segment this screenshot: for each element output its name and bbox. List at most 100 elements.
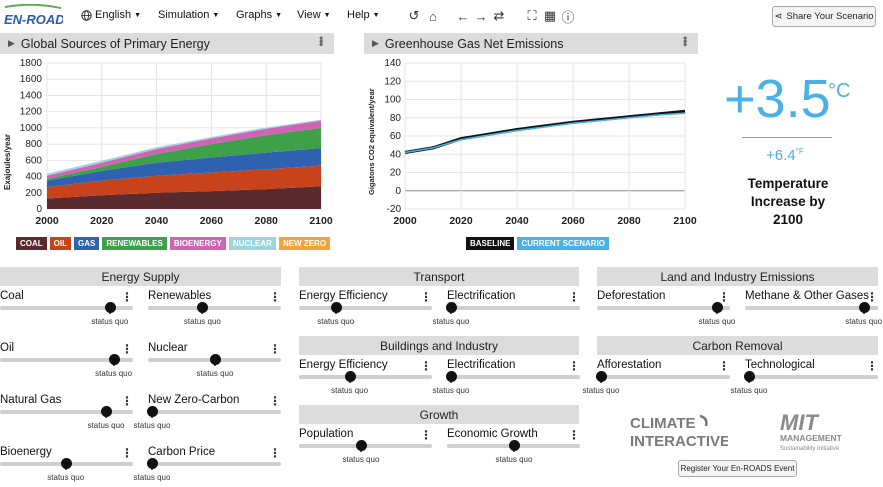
- more-options-icon[interactable]: ⋮: [121, 446, 133, 460]
- slider-energy-efficiency[interactable]: Energy Efficiency ⋮ status quo: [299, 290, 434, 332]
- slider-deforestation[interactable]: Deforestation ⋮ status quo: [597, 290, 735, 332]
- more-options-icon[interactable]: ⋮: [568, 290, 580, 304]
- slider-track[interactable]: [597, 375, 730, 379]
- slider-track[interactable]: [148, 306, 281, 310]
- more-options-icon[interactable]: ⋮: [718, 290, 730, 304]
- slider-thumb[interactable]: [330, 302, 342, 313]
- slider-thumb[interactable]: [147, 458, 158, 469]
- slider-track[interactable]: [148, 462, 281, 466]
- more-options-icon[interactable]: ⋮: [269, 342, 281, 356]
- more-options-icon[interactable]: ⋮: [420, 290, 432, 304]
- more-options-icon[interactable]: ⋮: [121, 290, 133, 304]
- slider-thumb[interactable]: [446, 371, 457, 382]
- more-options-icon[interactable]: ⋮: [269, 394, 281, 408]
- more-options-icon[interactable]: ⋮: [568, 359, 580, 373]
- climate-interactive-logo[interactable]: CLIMATE INTERACTIVE: [628, 412, 728, 452]
- slider-thumb[interactable]: [101, 406, 113, 417]
- slider-new-zero-carbon[interactable]: New Zero-Carbon ⋮ status quo: [134, 394, 283, 436]
- slider-track[interactable]: [148, 410, 281, 414]
- slider-track[interactable]: [745, 306, 878, 310]
- slider-thumb[interactable]: [210, 354, 221, 365]
- slider-track[interactable]: [299, 375, 432, 379]
- slider-thumb[interactable]: [104, 302, 116, 313]
- mit-management-logo[interactable]: MIT MANAGEMENT Sustainability Initiative: [778, 410, 858, 454]
- slider-renewables[interactable]: Renewables ⋮ status quo: [148, 290, 283, 332]
- more-options-icon[interactable]: ⋮: [420, 359, 432, 373]
- slider-population[interactable]: Population ⋮ status quo: [299, 428, 434, 470]
- slider-bioenergy[interactable]: Bioenergy ⋮ status quo: [0, 446, 135, 487]
- slider-track[interactable]: [0, 358, 133, 362]
- emissions-graph-header[interactable]: ▶ Greenhouse Gas Net Emissions •••: [364, 33, 698, 54]
- more-options-icon[interactable]: ⋮: [866, 359, 878, 373]
- more-options-icon[interactable]: ⋮: [718, 359, 730, 373]
- more-options-icon[interactable]: ⋮: [269, 290, 281, 304]
- slider-track[interactable]: [447, 375, 580, 379]
- slider-oil[interactable]: Oil ⋮ status quo: [0, 342, 135, 384]
- en-roads-logo[interactable]: EN-ROADS: [3, 4, 63, 30]
- legend-new-zero[interactable]: NEW ZERO: [278, 237, 331, 250]
- more-options-icon[interactable]: •••: [314, 36, 328, 46]
- slider-thumb[interactable]: [60, 458, 72, 469]
- slider-electrification[interactable]: Electrification ⋮ status quo: [433, 290, 582, 332]
- slider-track[interactable]: [299, 306, 432, 310]
- more-options-icon[interactable]: ⋮: [121, 394, 133, 408]
- slider-thumb[interactable]: [509, 440, 520, 451]
- legend-baseline[interactable]: BASELINE: [466, 237, 515, 250]
- slider-coal[interactable]: Coal ⋮ status quo: [0, 290, 135, 332]
- share-scenario-button[interactable]: ⋖ Share Your Scenario: [772, 6, 876, 27]
- table-icon[interactable]: ▦: [543, 8, 557, 23]
- undo-icon[interactable]: ↺: [408, 8, 420, 23]
- slider-track[interactable]: [597, 306, 730, 310]
- more-options-icon[interactable]: •••: [678, 36, 692, 46]
- slider-thumb[interactable]: [711, 302, 723, 313]
- help-menu[interactable]: Help ▼: [347, 9, 380, 21]
- legend-nuclear[interactable]: NUCLEAR: [228, 237, 276, 250]
- refresh-icon[interactable]: ⇄: [493, 8, 505, 23]
- slider-track[interactable]: [745, 375, 878, 379]
- more-options-icon[interactable]: ⋮: [420, 428, 432, 442]
- slider-track[interactable]: [0, 306, 133, 310]
- more-options-icon[interactable]: ⋮: [269, 446, 281, 460]
- graphs-menu[interactable]: Graphs ▼: [236, 9, 282, 21]
- slider-thumb[interactable]: [596, 371, 607, 382]
- slider-economic-growth[interactable]: Economic Growth ⋮ status quo: [447, 428, 582, 470]
- back-arrow-icon[interactable]: ←: [456, 8, 470, 24]
- slider-carbon-price[interactable]: Carbon Price ⋮ status quo: [134, 446, 283, 487]
- more-options-icon[interactable]: ⋮: [568, 428, 580, 442]
- more-options-icon[interactable]: ⋮: [866, 290, 878, 304]
- info-icon[interactable]: ⓘ: [561, 9, 575, 25]
- legend-coal[interactable]: COAL: [16, 237, 47, 250]
- slider-thumb[interactable]: [108, 354, 120, 365]
- legend-gas[interactable]: GAS: [74, 237, 100, 250]
- fullscreen-icon[interactable]: ⛶: [527, 8, 537, 23]
- slider-afforestation[interactable]: Afforestation ⋮ status quo: [583, 359, 732, 401]
- language-menu[interactable]: English ▼: [81, 9, 141, 21]
- slider-technological[interactable]: Technological ⋮ status quo: [731, 359, 880, 401]
- slider-natural-gas[interactable]: Natural Gas ⋮ status quo: [0, 394, 135, 436]
- forward-arrow-icon[interactable]: →: [474, 8, 488, 24]
- slider-thumb[interactable]: [446, 302, 457, 313]
- slider-thumb[interactable]: [744, 371, 755, 382]
- slider-track[interactable]: [0, 410, 133, 414]
- view-menu[interactable]: View ▼: [297, 9, 331, 21]
- slider-thumb[interactable]: [344, 371, 356, 382]
- legend-oil[interactable]: OIL: [49, 237, 72, 250]
- simulation-menu[interactable]: Simulation ▼: [158, 9, 219, 21]
- slider-thumb[interactable]: [858, 302, 870, 313]
- slider-energy-efficiency[interactable]: Energy Efficiency ⋮ status quo: [299, 359, 434, 401]
- legend-current-scenario[interactable]: CURRENT SCENARIO: [517, 237, 610, 250]
- more-options-icon[interactable]: ⋮: [121, 342, 133, 356]
- slider-nuclear[interactable]: Nuclear ⋮ status quo: [148, 342, 283, 384]
- slider-methane-other-gases[interactable]: Methane & Other Gases ⋮ status quo: [745, 290, 882, 332]
- legend-renewables[interactable]: RENEWABLES: [102, 237, 167, 250]
- slider-electrification[interactable]: Electrification ⋮ status quo: [433, 359, 582, 401]
- slider-thumb[interactable]: [197, 302, 209, 313]
- home-icon[interactable]: ⌂: [429, 8, 437, 24]
- slider-thumb[interactable]: [355, 440, 367, 451]
- register-event-button[interactable]: Register Your En-ROADS Event: [678, 460, 797, 477]
- energy-graph-header[interactable]: ▶ Global Sources of Primary Energy •••: [0, 33, 334, 54]
- expand-triangle-icon[interactable]: ▶: [372, 38, 379, 48]
- slider-thumb[interactable]: [147, 406, 158, 417]
- slider-track[interactable]: [447, 306, 580, 310]
- expand-triangle-icon[interactable]: ▶: [8, 38, 15, 48]
